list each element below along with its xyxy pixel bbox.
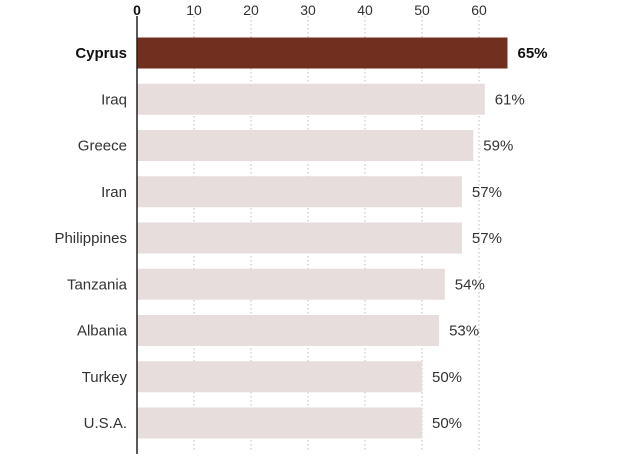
x-tick-label: 0	[133, 2, 141, 18]
value-label: 65%	[518, 45, 548, 62]
category-label: Tanzania	[67, 276, 128, 293]
category-label: Iran	[101, 184, 127, 201]
category-label: Albania	[77, 323, 128, 340]
value-label: 61%	[495, 91, 525, 108]
x-tick-label: 50	[414, 2, 430, 18]
bar	[137, 222, 462, 254]
category-label: Philippines	[54, 230, 127, 247]
value-label: 53%	[449, 323, 479, 340]
labels: Cyprus 65% Iraq 61% Greece 59% Iran 57% Philippi…	[54, 45, 547, 432]
category-label: Turkey	[82, 369, 128, 386]
value-label: 57%	[472, 230, 502, 247]
category-label: Iraq	[101, 91, 127, 108]
bar	[137, 130, 474, 161]
x-tick-label: 40	[357, 2, 373, 18]
value-label: 50%	[432, 369, 462, 386]
bar	[137, 83, 485, 115]
bar	[137, 315, 440, 346]
category-label: Greece	[78, 138, 127, 155]
value-label: 59%	[483, 138, 513, 155]
category-label: Cyprus	[75, 45, 127, 62]
x-axis-ticks: 0 10 20 30 40 50 60	[133, 2, 487, 18]
value-label: 50%	[432, 415, 462, 432]
x-tick-label: 60	[471, 2, 487, 18]
x-tick-label: 30	[300, 2, 316, 18]
bars	[137, 37, 508, 439]
bar	[137, 407, 422, 439]
bar	[137, 268, 445, 300]
bar	[137, 176, 462, 208]
bar	[137, 361, 422, 393]
bar	[137, 37, 508, 69]
value-label: 54%	[455, 276, 485, 293]
category-label: U.S.A.	[84, 415, 127, 432]
x-tick-label: 10	[186, 2, 202, 18]
value-label: 57%	[472, 184, 502, 201]
x-tick-label: 20	[243, 2, 259, 18]
